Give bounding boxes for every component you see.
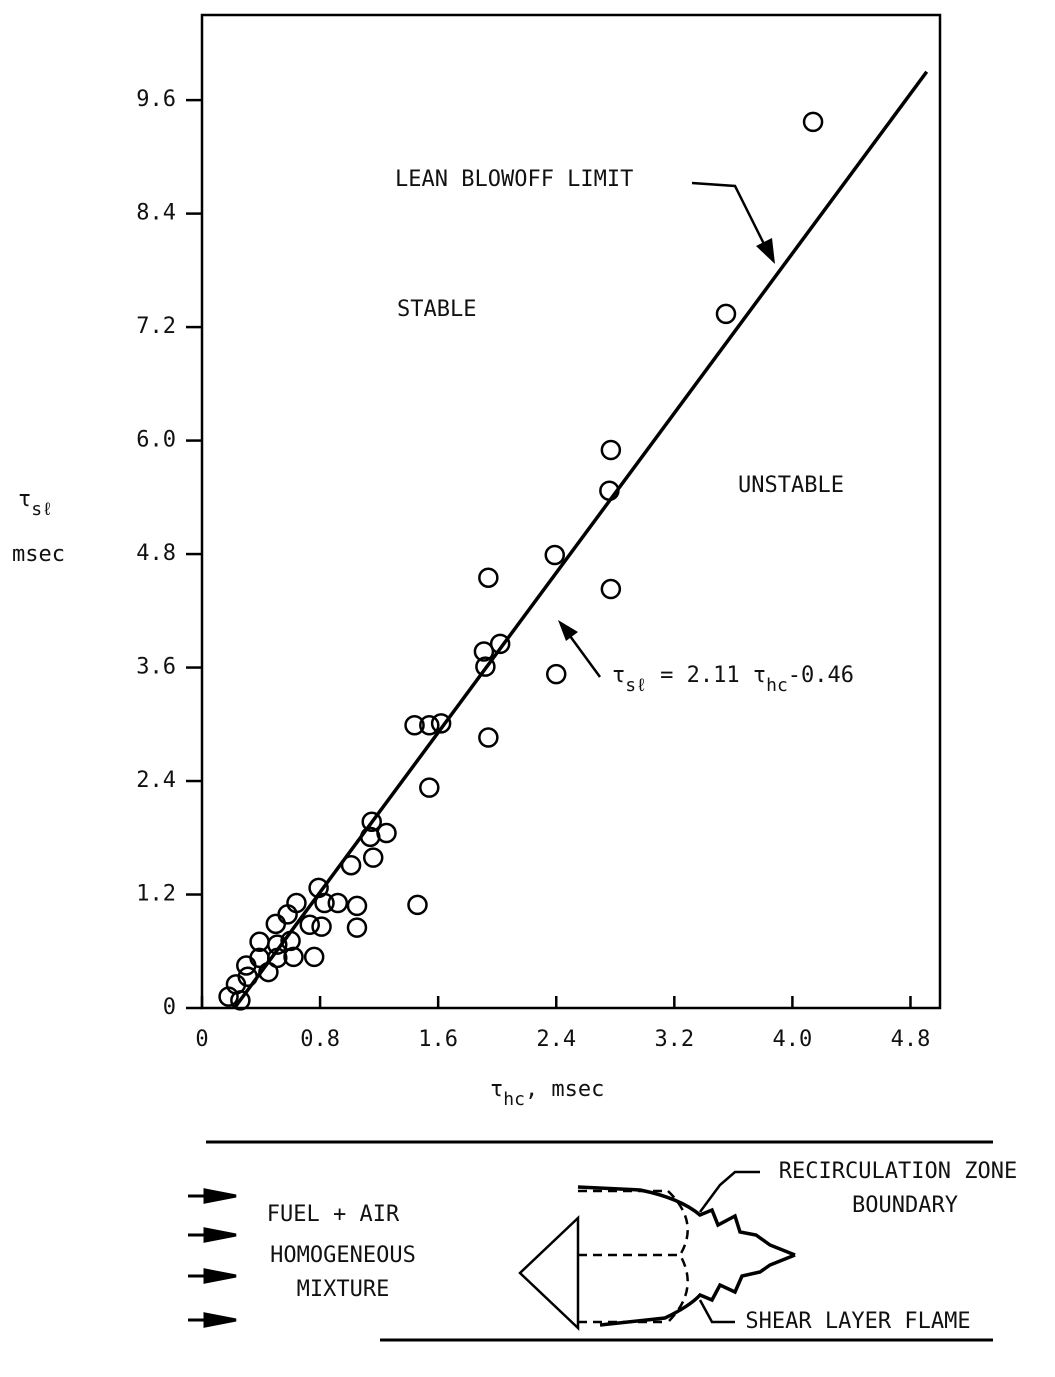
data-point — [473, 641, 495, 662]
equation-annotation: τsℓ = 2.11 τhc-0.46 — [612, 663, 854, 696]
data-point — [544, 544, 566, 566]
data-point — [478, 567, 499, 588]
data-point — [230, 990, 251, 1011]
data-point — [303, 946, 325, 968]
data-point — [599, 480, 620, 501]
flame-label: SHEAR LAYER FLAME — [745, 1309, 970, 1334]
data-point — [419, 777, 440, 798]
equation-arrow — [568, 635, 602, 678]
x-label-symbol: τ — [490, 1077, 503, 1102]
x-tick-label: 2.4 — [536, 1027, 576, 1052]
data-point — [346, 917, 368, 938]
y-tick-label: 7.2 — [136, 314, 176, 339]
data-point — [299, 914, 320, 936]
x-tick-label: 0 — [195, 1027, 208, 1052]
recirculation-label: RECIRCULATION ZONE — [779, 1159, 1017, 1184]
data-point — [361, 811, 382, 832]
x-tick-label: 4.0 — [773, 1027, 813, 1052]
data-point — [249, 931, 270, 953]
y-label-symbol: τ — [18, 487, 31, 512]
y-tick-label: 0 — [163, 995, 176, 1020]
y-label-subscript: sℓ — [31, 499, 53, 520]
y-tick-label: 4.8 — [136, 541, 176, 566]
eq-part: hc — [766, 675, 788, 696]
limit-annotation: LEAN BLOWOFF LIMIT — [395, 167, 633, 192]
x-axis-label: τhc, msec — [490, 1077, 604, 1110]
data-point — [419, 714, 440, 736]
y-tick-label: 6.0 — [136, 428, 176, 453]
data-point — [407, 894, 428, 916]
data-point — [218, 986, 239, 1007]
x-tick-label: 3.2 — [654, 1027, 694, 1052]
data-point — [404, 714, 425, 736]
data-point — [430, 713, 452, 734]
inlet-label: MIXTURE — [297, 1277, 390, 1302]
data-point — [283, 946, 304, 968]
data-point — [258, 961, 279, 983]
data-point — [311, 916, 332, 937]
data-point — [360, 826, 381, 848]
y-axis-label: τsℓ — [18, 487, 53, 520]
inlet-arrows — [188, 1188, 237, 1328]
data-point — [265, 913, 287, 935]
x-label-subscript: hc — [503, 1089, 525, 1110]
limit-arrow — [691, 181, 770, 253]
eq-part: sℓ — [625, 675, 647, 696]
limit-arrowhead — [756, 238, 775, 264]
x-tick-label: 0.8 — [300, 1027, 340, 1052]
equation-arrowhead — [558, 620, 578, 641]
data-point — [545, 663, 567, 685]
data-point — [489, 633, 511, 655]
data-point — [280, 930, 301, 952]
y-axis-unit: msec — [12, 542, 65, 567]
fit-line — [233, 70, 929, 1010]
data-point — [327, 892, 349, 914]
inlet-label: FUEL + AIR — [267, 1202, 400, 1227]
data-point — [478, 727, 499, 748]
data-point — [475, 656, 496, 677]
y-tick-label: 1.2 — [136, 882, 176, 907]
recirculation-label: BOUNDARY — [852, 1193, 958, 1218]
stable-label: STABLE — [397, 297, 476, 322]
data-point — [308, 877, 329, 899]
data-point — [802, 111, 824, 133]
eq-part: = 2.11 τ — [647, 663, 766, 688]
data-point — [236, 955, 257, 976]
data-point — [340, 854, 362, 876]
data-point — [346, 895, 368, 917]
eq-part: τ — [612, 663, 625, 688]
unstable-label: UNSTABLE — [738, 473, 844, 498]
y-tick-label: 9.6 — [136, 87, 176, 112]
plot-frame — [200, 13, 942, 1010]
x-label-unit: , msec — [525, 1077, 604, 1102]
x-tick-label: 1.6 — [418, 1027, 458, 1052]
flameholder-sketch — [518, 1170, 796, 1331]
data-point — [600, 578, 622, 600]
eq-part: -0.46 — [788, 663, 854, 688]
y-tick-label: 8.4 — [136, 201, 176, 226]
y-tick-label: 3.6 — [136, 655, 176, 680]
x-tick-label: 4.8 — [891, 1027, 931, 1052]
data-point — [600, 439, 622, 461]
inlet-label: HOMOGENEOUS — [270, 1243, 416, 1268]
y-tick-label: 2.4 — [136, 768, 176, 793]
data-point — [362, 847, 384, 868]
data-point — [715, 303, 737, 325]
